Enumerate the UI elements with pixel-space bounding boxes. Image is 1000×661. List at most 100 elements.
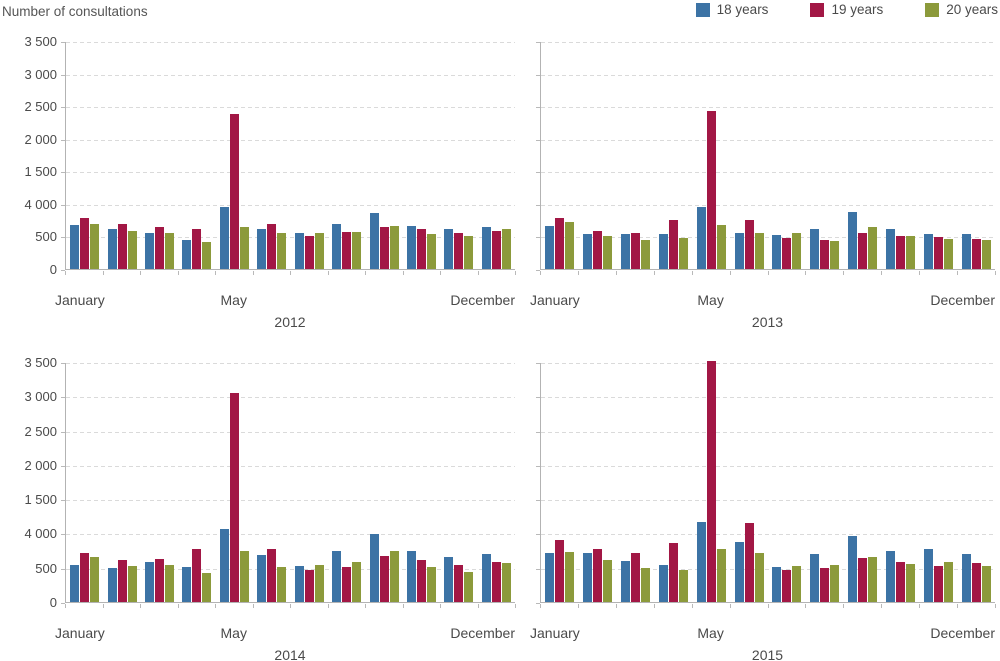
bar-group-July [768,363,806,602]
bar-2015-April-18-years [658,564,668,602]
bar-2015-September-19-years [858,558,868,602]
x-axis-tick [843,271,845,275]
bar-group-October [403,363,440,602]
y-axis-tick [61,534,65,536]
bar-group-July [291,42,328,269]
x-axis-line [540,602,995,603]
bar-group-January [66,363,103,602]
bar-2012-April-19-years [192,228,202,269]
bar-group-September [365,363,402,602]
bar-2015-May-20-years [716,548,726,602]
x-axis-tick [767,271,769,275]
y-axis-tick [536,603,540,604]
gridline [541,42,995,43]
bar-2015-March-19-years [631,552,641,602]
y-axis-tick [536,534,540,536]
bar-group-June [730,363,768,602]
legend-label: 20 years [946,2,998,17]
bar-2012-October-18-years [407,226,416,269]
bar-2012-April-18-years [182,239,192,269]
bar-2013-February-20-years [603,236,613,269]
bar-2013-March-19-years [631,232,641,269]
bar-2013-May-19-years [706,110,716,269]
bar-2014-July-18-years [294,565,304,602]
bar-2013-November-19-years [933,237,943,269]
y-axis-tick [536,500,540,502]
x-axis-tick [729,604,731,608]
bar-group-February [103,42,140,269]
bar-group-March [141,42,178,269]
plot-area-2013 [536,42,996,275]
bar-2014-August-19-years [342,567,352,602]
y-axis-tick [61,568,65,570]
bar-2012-March-19-years [155,227,165,269]
bar-2012-August-19-years [342,231,352,269]
bar-2015-June-18-years [734,541,744,602]
year-label-2015: 2015 [751,647,784,661]
bar-2014-October-18-years [407,551,416,602]
x-axis-tick [691,604,693,608]
y-axis-tick [61,465,65,467]
bar-2013-July-20-years [792,233,802,269]
legend-swatch-icon [695,2,710,17]
x-axis-tick [215,604,216,608]
x-axis-tick [577,271,579,275]
bar-2014-November-20-years [464,571,474,602]
x-label-december: December [450,625,515,641]
bar-2013-April-20-years [678,237,688,269]
bar-2012-March-20-years [165,232,175,269]
x-axis-tick [440,271,441,275]
bar-group-December [478,42,515,269]
bar-group-December [478,363,515,602]
bar-2013-August-18-years [810,228,820,269]
bar-2014-November-18-years [444,556,454,602]
bar-2013-January-20-years [565,222,575,269]
y-axis-tick [536,568,540,570]
bar-2014-May-18-years [219,529,229,602]
x-axis-tick [767,604,769,608]
bar-group-August [328,363,365,602]
x-axis-tick [140,604,141,608]
bar-2014-July-19-years [304,570,314,602]
x-axis-tick [691,271,693,275]
gridline [541,74,995,76]
bar-2012-November-20-years [464,235,474,269]
y-axis-label: 4 000 [24,526,57,542]
x-axis-tick [515,604,516,608]
gridline [541,107,995,109]
bar-2013-June-20-years [754,232,764,269]
x-axis-tick [881,271,883,275]
y-axis-label: 3 000 [24,66,57,82]
gridline [541,568,995,570]
bar-2012-May-18-years [219,207,229,269]
gridline [66,172,515,174]
y-axis-tick [61,74,65,76]
gridline [541,500,995,502]
bar-2015-January-20-years [565,551,575,602]
legend-item-18-years: 18 years [695,2,768,17]
bar-2014-April-19-years [192,549,202,602]
x-axis-tick [995,271,996,275]
y-axis-label: 1 500 [24,492,57,508]
bar-2012-July-18-years [294,232,304,269]
y-axis-tick [61,431,65,433]
x-axis-tick [729,271,731,275]
bar-2014-December-20-years [501,562,511,602]
bar-group-September [844,42,882,269]
x-axis-tick [615,271,617,275]
bar-2013-August-19-years [820,239,830,269]
x-axis-tick [477,604,479,608]
bar-2015-May-19-years [706,360,716,602]
bar-2015-December-18-years [961,554,971,602]
bar-2013-April-18-years [658,233,668,269]
bar-2014-April-20-years [202,573,212,602]
bar-2015-June-19-years [744,523,754,602]
x-axis-tick [843,604,845,608]
bar-2012-February-19-years [117,224,127,269]
x-axis-tick [252,604,254,608]
bar-2012-May-20-years [239,226,249,269]
y-axis-tick [536,431,540,433]
bar-2012-February-20-years [127,230,137,269]
x-label-may: May [220,292,247,308]
